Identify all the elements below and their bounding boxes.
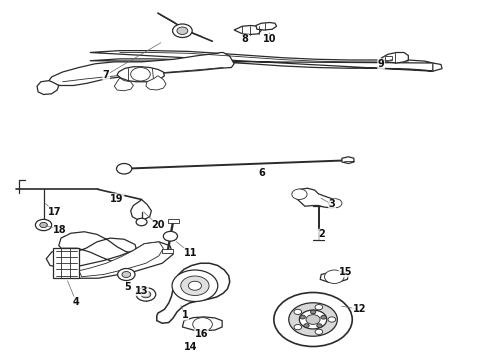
Polygon shape <box>79 242 163 277</box>
Circle shape <box>35 219 52 231</box>
Circle shape <box>292 189 307 199</box>
Circle shape <box>136 288 156 301</box>
Circle shape <box>274 292 352 346</box>
Text: 2: 2 <box>318 229 324 239</box>
Circle shape <box>315 329 323 334</box>
Circle shape <box>289 303 337 336</box>
Polygon shape <box>131 199 151 219</box>
Text: 10: 10 <box>263 34 276 44</box>
Polygon shape <box>433 63 442 71</box>
Polygon shape <box>162 249 173 253</box>
Circle shape <box>136 218 147 226</box>
Circle shape <box>294 324 302 330</box>
Text: 14: 14 <box>184 342 197 352</box>
Circle shape <box>131 68 150 81</box>
Circle shape <box>117 163 132 174</box>
Circle shape <box>324 270 344 284</box>
Polygon shape <box>342 157 354 163</box>
Text: 11: 11 <box>184 248 197 258</box>
Circle shape <box>188 281 201 290</box>
Circle shape <box>306 315 320 324</box>
Circle shape <box>294 309 302 315</box>
Text: 17: 17 <box>48 207 61 217</box>
Text: 16: 16 <box>195 329 208 339</box>
Polygon shape <box>114 78 133 91</box>
Circle shape <box>329 199 342 208</box>
Circle shape <box>118 269 135 280</box>
Text: 4: 4 <box>73 297 79 307</box>
Polygon shape <box>90 51 433 71</box>
Circle shape <box>40 222 48 228</box>
Text: 3: 3 <box>329 199 336 210</box>
Polygon shape <box>53 248 79 278</box>
Text: 19: 19 <box>110 194 124 204</box>
Circle shape <box>172 24 192 37</box>
Polygon shape <box>168 219 178 223</box>
Circle shape <box>317 324 322 328</box>
Text: 1: 1 <box>182 310 189 320</box>
Circle shape <box>315 305 323 310</box>
Circle shape <box>328 317 336 322</box>
Polygon shape <box>157 263 230 323</box>
Polygon shape <box>49 53 234 86</box>
Polygon shape <box>37 81 59 95</box>
Circle shape <box>172 270 218 302</box>
Circle shape <box>141 291 151 298</box>
Polygon shape <box>386 55 392 60</box>
Polygon shape <box>381 53 408 63</box>
Polygon shape <box>46 232 173 278</box>
Circle shape <box>311 310 316 314</box>
Text: 8: 8 <box>242 34 248 44</box>
Text: 13: 13 <box>135 285 148 296</box>
Polygon shape <box>295 188 339 208</box>
Polygon shape <box>182 317 222 331</box>
Circle shape <box>177 27 188 35</box>
Text: 9: 9 <box>378 59 385 69</box>
Circle shape <box>300 315 305 319</box>
Circle shape <box>321 315 326 319</box>
Circle shape <box>304 324 309 328</box>
Circle shape <box>122 271 131 278</box>
Text: 18: 18 <box>53 225 67 234</box>
Polygon shape <box>117 67 165 82</box>
Text: 7: 7 <box>103 70 110 80</box>
Text: 5: 5 <box>124 282 131 292</box>
Circle shape <box>181 276 209 296</box>
Polygon shape <box>256 23 276 30</box>
Text: 20: 20 <box>151 220 165 230</box>
Polygon shape <box>320 272 348 282</box>
Text: 12: 12 <box>353 304 366 314</box>
Circle shape <box>163 231 177 241</box>
Circle shape <box>299 310 327 329</box>
Text: 15: 15 <box>339 267 352 277</box>
Text: 6: 6 <box>258 167 265 177</box>
Polygon shape <box>234 26 261 35</box>
Circle shape <box>193 318 212 331</box>
Polygon shape <box>146 76 166 90</box>
